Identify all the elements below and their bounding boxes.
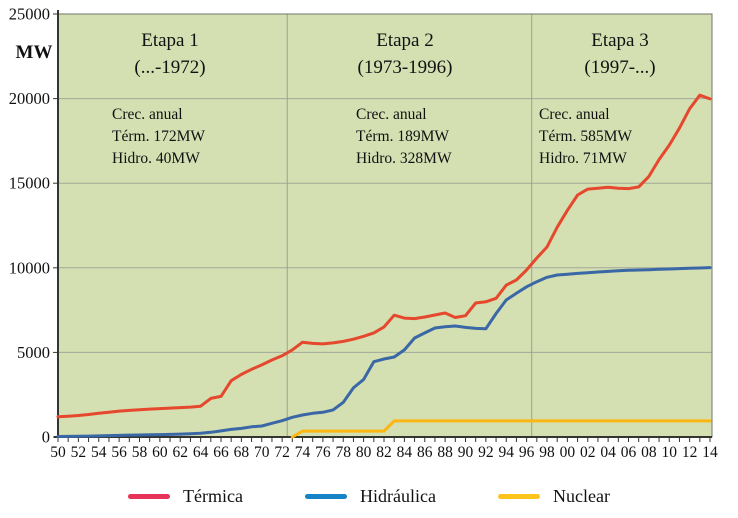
svg-text:78: 78 [336, 444, 352, 461]
stage-1-header: Etapa 1 (...-1972) [58, 27, 282, 81]
legend-swatch-nuclear-icon [497, 493, 540, 499]
svg-text:04: 04 [600, 444, 616, 461]
svg-text:90: 90 [458, 444, 474, 461]
svg-text:15000: 15000 [9, 174, 50, 193]
stage-3-title: Etapa 3 [591, 30, 649, 51]
svg-text:82: 82 [376, 444, 392, 461]
legend-item-nuclear: Nuclear [497, 485, 610, 507]
svg-text:50: 50 [50, 444, 66, 461]
legend-swatch-hidraulica-icon [305, 493, 348, 499]
svg-text:06: 06 [621, 444, 637, 461]
svg-text:66: 66 [213, 444, 229, 461]
svg-text:96: 96 [519, 444, 535, 461]
svg-text:14: 14 [702, 444, 718, 461]
legend-item-termica: Térmica [128, 486, 243, 507]
stage-1-title: Etapa 1 [141, 30, 199, 51]
svg-text:92: 92 [478, 444, 494, 461]
stage-1-range: (...-1972) [134, 57, 206, 78]
svg-text:08: 08 [641, 444, 657, 461]
svg-text:84: 84 [397, 444, 413, 461]
stage-2-annotation: Crec. anual Térm. 189MW Hidro. 328MW [356, 106, 452, 167]
legend-swatch-termica-icon [128, 493, 171, 499]
svg-text:25000: 25000 [9, 5, 50, 24]
stage-1-annotation: Crec. anual Térm. 172MW Hidro. 40MW [112, 106, 205, 167]
svg-text:10000: 10000 [9, 258, 50, 277]
legend: Térmica Hidráulica Nuclear [0, 481, 738, 511]
svg-text:68: 68 [234, 444, 250, 461]
svg-text:12: 12 [682, 444, 698, 461]
legend-label-nuclear: Nuclear [552, 485, 610, 506]
svg-text:5000: 5000 [17, 343, 50, 362]
svg-text:52: 52 [71, 444, 87, 461]
stage-2-header: Etapa 2 (1973-1996) [293, 27, 517, 81]
svg-text:88: 88 [437, 444, 453, 461]
svg-text:60: 60 [152, 444, 168, 461]
svg-text:0: 0 [42, 428, 50, 447]
svg-text:74: 74 [295, 444, 311, 461]
svg-text:86: 86 [417, 444, 433, 461]
svg-text:58: 58 [132, 444, 148, 461]
legend-item-hidraulica: Hidráulica [305, 486, 436, 507]
svg-text:72: 72 [274, 444, 290, 461]
stage-3-range: (1997-...) [584, 57, 656, 78]
svg-text:80: 80 [356, 444, 372, 461]
y-axis-unit-label: MW [15, 42, 53, 63]
svg-text:54: 54 [91, 444, 107, 461]
svg-text:70: 70 [254, 444, 270, 461]
svg-text:00: 00 [560, 444, 576, 461]
legend-label-hidraulica: Hidráulica [360, 485, 436, 506]
svg-text:94: 94 [499, 444, 515, 461]
stage-2-range: (1973-1996) [357, 57, 453, 78]
svg-text:62: 62 [173, 444, 189, 461]
svg-text:76: 76 [315, 444, 331, 461]
stage-2-title: Etapa 2 [376, 30, 434, 51]
svg-text:98: 98 [539, 444, 555, 461]
svg-text:56: 56 [111, 444, 127, 461]
stage-3-header: Etapa 3 (1997-...) [508, 27, 732, 81]
legend-label-termica: Térmica [183, 485, 244, 506]
svg-text:20000: 20000 [9, 89, 50, 108]
stage-3-annotation: Crec. anual Térm. 585MW Hidro. 71MW [539, 106, 632, 167]
svg-text:10: 10 [662, 444, 678, 461]
svg-text:64: 64 [193, 444, 209, 461]
svg-text:02: 02 [580, 444, 596, 461]
